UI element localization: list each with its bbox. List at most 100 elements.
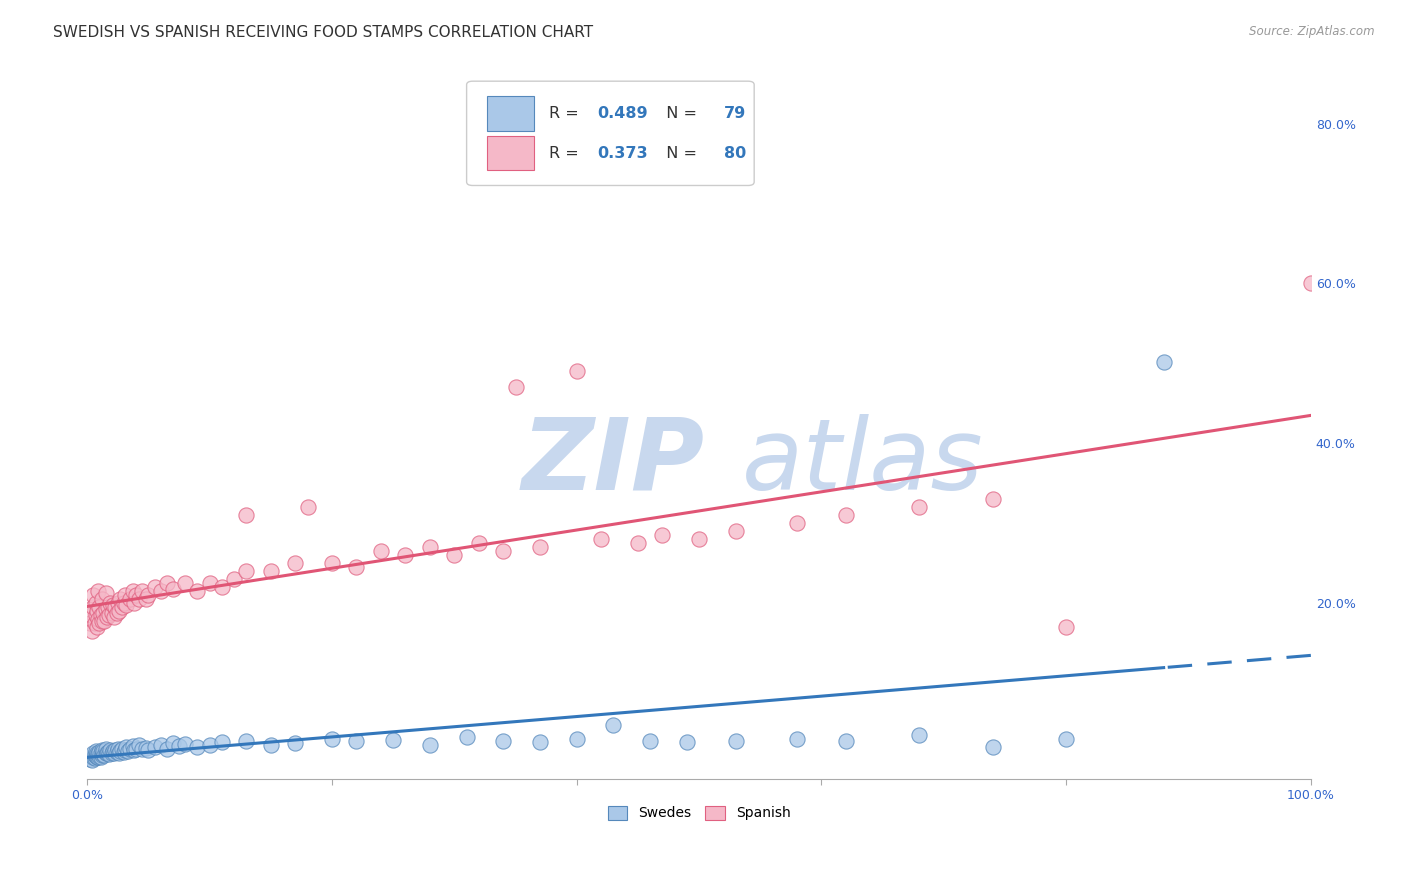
Point [419, 540, 441, 554]
Point [981, 492, 1004, 507]
Point [131, 584, 153, 599]
Point [114, 588, 136, 602]
Point [235, 564, 257, 578]
Point [94, 741, 117, 756]
Point [222, 572, 245, 586]
Point [143, 580, 166, 594]
Point [93, 614, 115, 628]
Point [80, 749, 103, 764]
Point [235, 733, 257, 747]
Text: SWEDISH VS SPANISH RECEIVING FOOD STAMPS CORRELATION CHART: SWEDISH VS SPANISH RECEIVING FOOD STAMPS… [53, 25, 593, 40]
Point [83, 615, 105, 630]
Point [82, 753, 104, 767]
Text: atlas: atlas [742, 414, 984, 511]
Point [260, 739, 283, 753]
Point [91, 747, 114, 761]
Point [492, 544, 515, 558]
Point [505, 380, 527, 394]
Point [100, 743, 122, 757]
Point [115, 739, 138, 754]
Point [835, 734, 858, 748]
Point [90, 749, 112, 764]
Point [82, 624, 104, 638]
Point [105, 745, 128, 759]
Point [103, 747, 125, 761]
Point [100, 606, 122, 620]
Point [89, 748, 111, 763]
Point [96, 747, 118, 761]
Point [120, 742, 142, 756]
Point [370, 544, 392, 558]
Point [82, 750, 104, 764]
Text: 79: 79 [724, 106, 745, 121]
Point [724, 524, 747, 538]
Point [346, 734, 368, 748]
Point [97, 600, 120, 615]
Point [101, 598, 124, 612]
Point [114, 743, 136, 757]
Point [122, 596, 145, 610]
Point [1299, 277, 1322, 291]
Point [83, 747, 105, 762]
Point [79, 615, 101, 630]
Point [79, 752, 101, 766]
Text: 80: 80 [724, 145, 745, 161]
Point [149, 584, 172, 599]
Point [90, 747, 112, 761]
Point [107, 596, 129, 610]
Point [651, 528, 673, 542]
Point [84, 744, 107, 758]
Text: ZIP: ZIP [522, 414, 704, 511]
Point [143, 739, 166, 754]
Point [638, 734, 661, 748]
Point [198, 576, 221, 591]
Point [724, 734, 747, 748]
Point [91, 744, 114, 758]
Point [115, 598, 138, 612]
Point [110, 741, 132, 756]
Point [103, 610, 125, 624]
Point [110, 592, 132, 607]
Text: N =: N = [657, 106, 703, 121]
Text: 0.489: 0.489 [598, 106, 648, 121]
Point [110, 600, 132, 615]
Point [211, 735, 233, 749]
Point [602, 717, 624, 731]
Point [688, 532, 710, 546]
FancyBboxPatch shape [467, 81, 754, 186]
Point [284, 736, 307, 750]
Point [98, 747, 121, 761]
Text: Source: ZipAtlas.com: Source: ZipAtlas.com [1250, 25, 1375, 38]
Point [87, 750, 110, 764]
Point [93, 747, 115, 762]
Point [110, 744, 132, 758]
Text: R =: R = [548, 145, 583, 161]
Point [981, 739, 1004, 754]
Point [112, 745, 135, 759]
Point [138, 588, 160, 602]
Point [108, 746, 131, 760]
FancyBboxPatch shape [488, 96, 534, 131]
Point [91, 606, 114, 620]
Point [468, 536, 491, 550]
Point [108, 604, 131, 618]
Point [84, 608, 107, 623]
Point [156, 576, 179, 591]
Point [94, 586, 117, 600]
Point [84, 596, 107, 610]
Point [100, 596, 122, 610]
Text: 0.373: 0.373 [598, 145, 648, 161]
Point [456, 731, 478, 745]
Point [89, 600, 111, 615]
Point [105, 606, 128, 620]
Point [211, 580, 233, 594]
Point [82, 588, 104, 602]
Point [149, 739, 172, 753]
Point [98, 608, 121, 623]
Point [87, 747, 110, 761]
Point [80, 608, 103, 623]
Point [382, 732, 405, 747]
Point [94, 602, 117, 616]
Point [627, 536, 650, 550]
Point [86, 620, 108, 634]
